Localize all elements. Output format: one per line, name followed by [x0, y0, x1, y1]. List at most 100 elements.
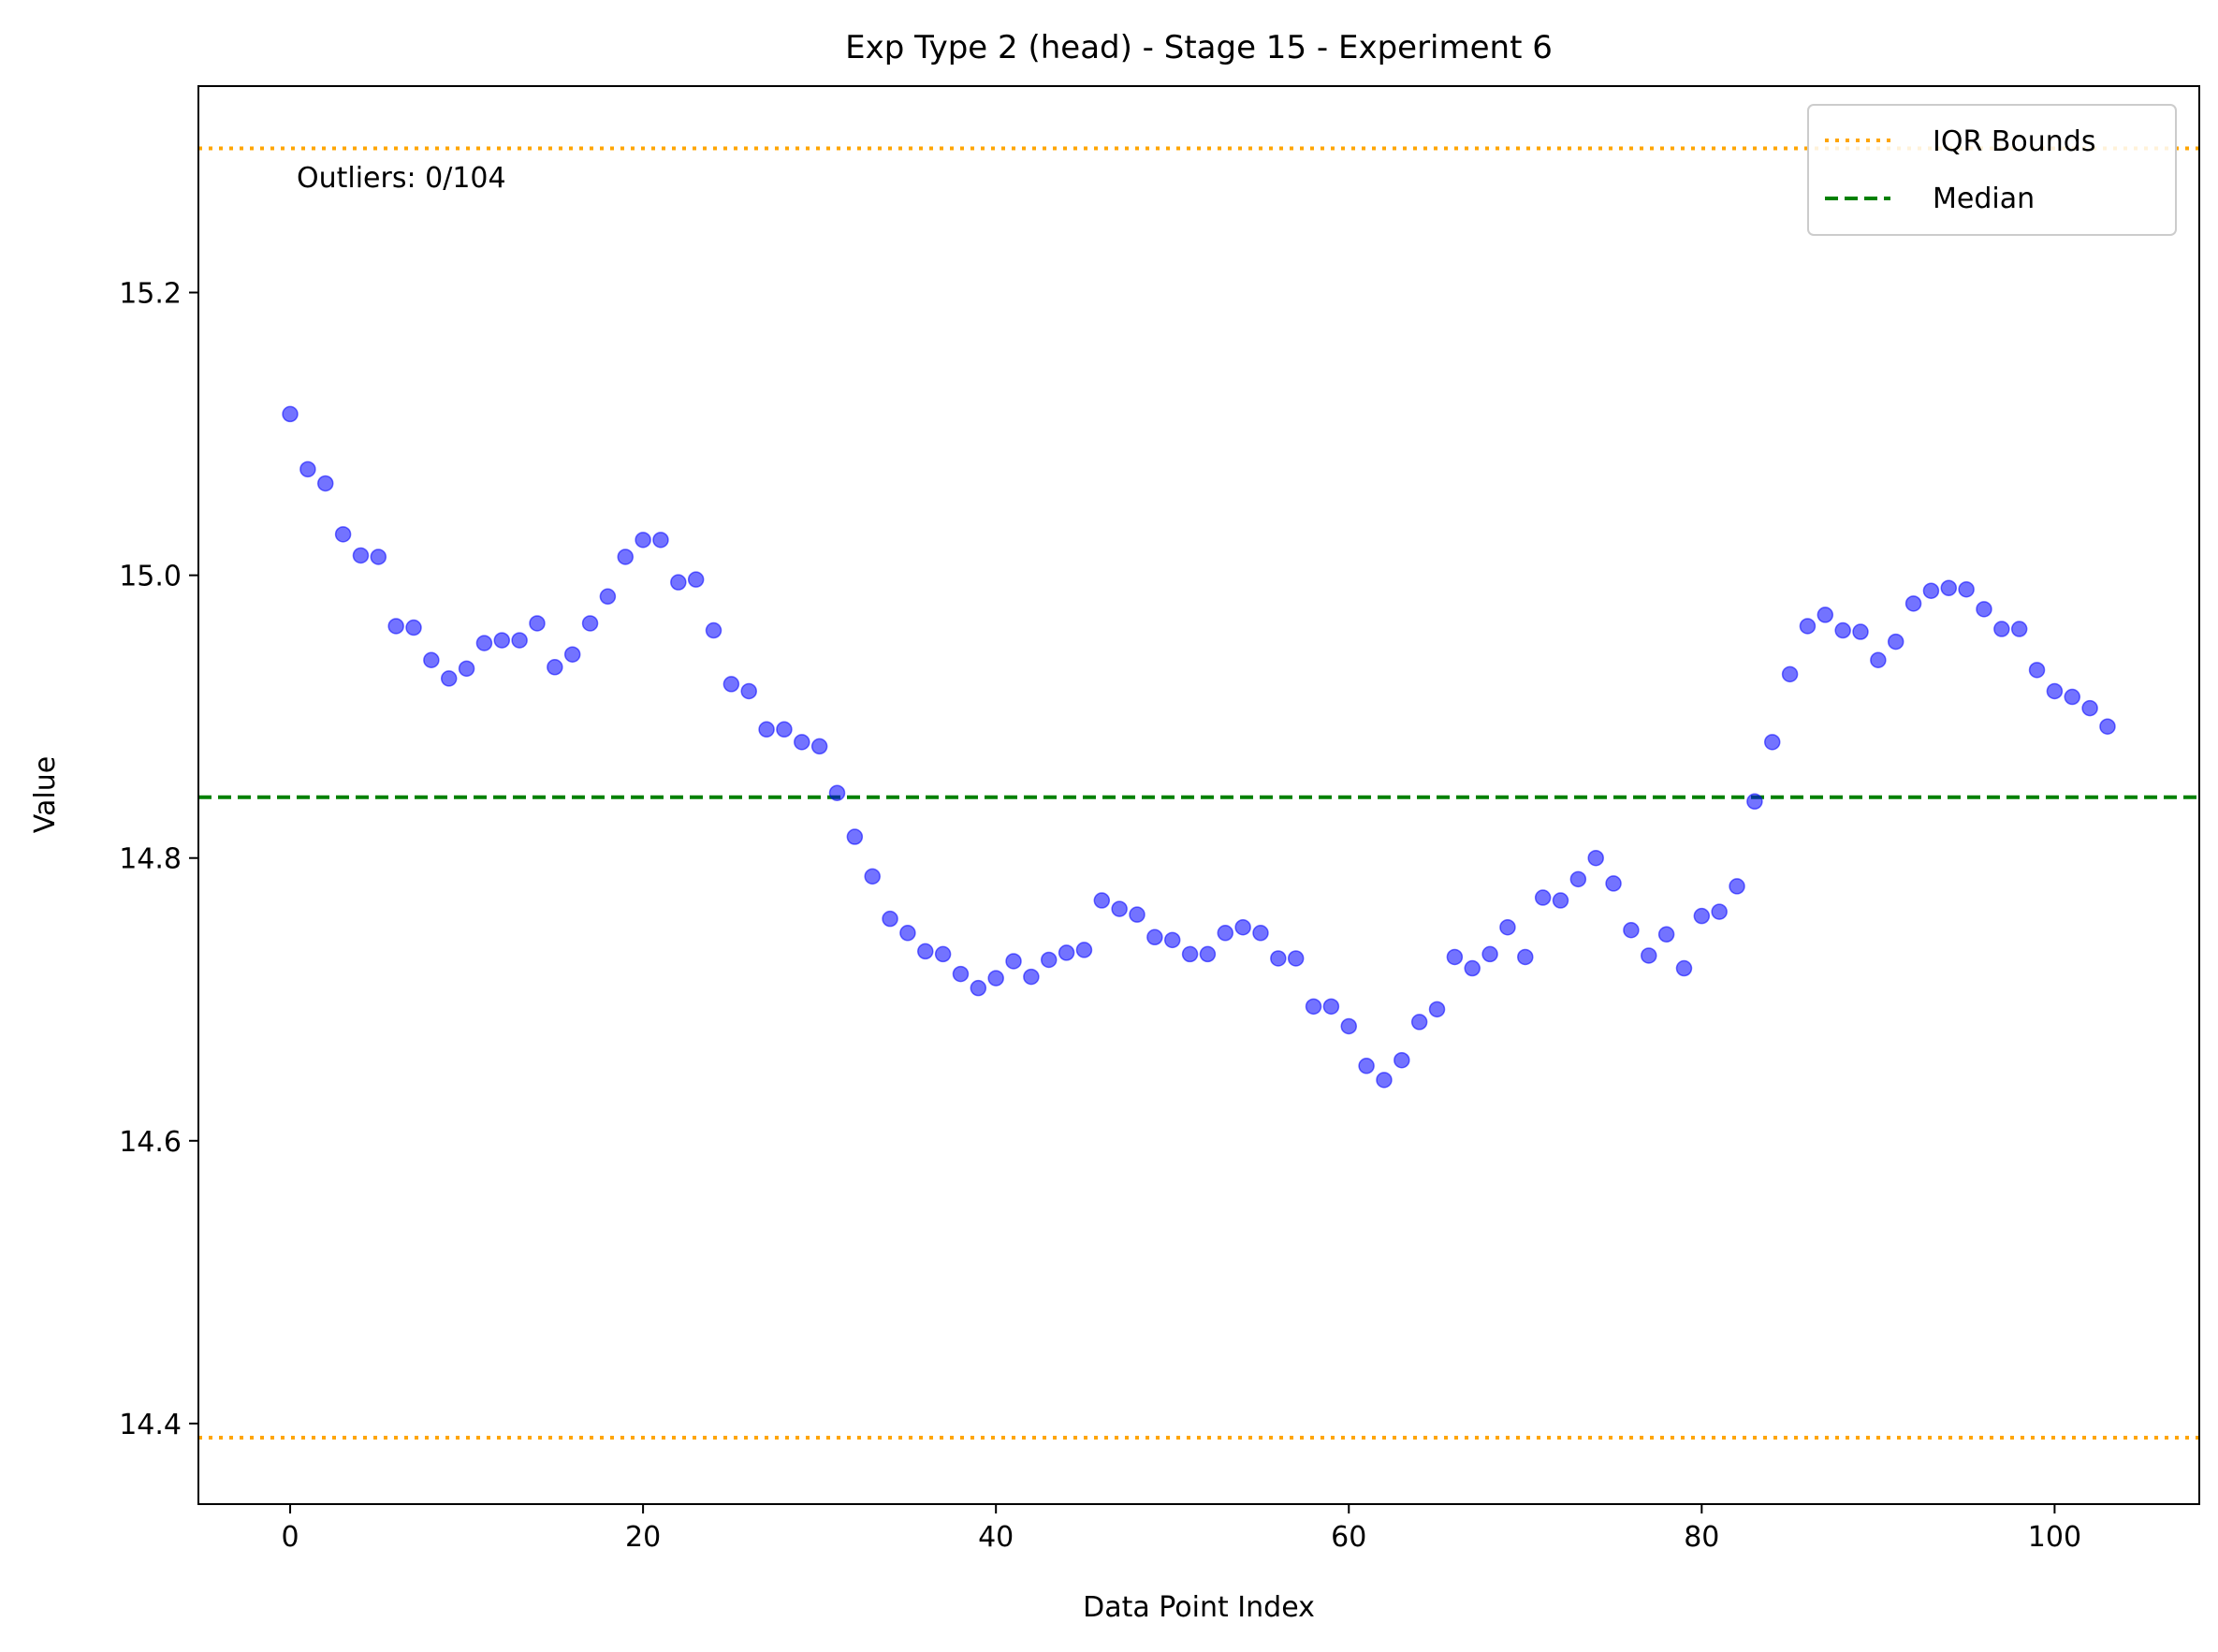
data-point	[722, 676, 740, 693]
data-point	[387, 618, 404, 635]
legend-box	[1807, 104, 2177, 236]
data-point	[1799, 618, 1817, 635]
data-point	[1940, 579, 1958, 596]
data-point	[987, 970, 1004, 987]
data-point	[563, 646, 581, 663]
data-point	[1181, 945, 1199, 963]
data-point	[1093, 892, 1111, 909]
data-point	[1252, 925, 1269, 942]
data-point	[1976, 601, 1992, 618]
data-point	[1605, 875, 1622, 892]
chart-title: Exp Type 2 (head) - Stage 15 - Experimen…	[845, 29, 1553, 66]
data-point	[2028, 662, 2046, 679]
data-point	[1129, 906, 1145, 923]
data-point	[810, 738, 828, 755]
data-point	[1146, 928, 1163, 946]
data-point	[2046, 682, 2064, 700]
data-point	[511, 632, 528, 649]
data-point	[1834, 621, 1851, 639]
data-point	[670, 574, 687, 591]
data-point	[1446, 948, 1464, 966]
data-point	[1340, 1017, 1358, 1035]
y-tick-label: 15.0	[119, 561, 182, 593]
y-tick-label: 14.8	[119, 843, 182, 876]
data-point	[1922, 582, 1940, 599]
data-point	[1587, 849, 1604, 867]
data-point	[882, 910, 898, 928]
data-point	[1623, 921, 1640, 939]
data-point	[1481, 945, 1498, 963]
data-point	[1464, 959, 1481, 977]
y-axis: 14.4 14.6 14.8 15.0 15.2	[119, 278, 198, 1441]
data-point	[2081, 699, 2098, 717]
data-point	[1993, 621, 2010, 637]
data-point	[370, 548, 387, 565]
data-point	[1887, 633, 1904, 651]
x-tick-label: 40	[978, 1521, 1014, 1554]
data-point	[1534, 889, 1552, 906]
data-point	[758, 721, 775, 738]
data-point	[1817, 607, 1834, 623]
data-point	[635, 532, 651, 548]
data-point	[282, 405, 299, 423]
data-point	[1729, 878, 1745, 895]
data-point	[1763, 734, 1781, 751]
data-point	[952, 965, 970, 983]
outliers-annotation: Outliers: 0/104	[297, 162, 506, 195]
x-tick-label: 60	[1331, 1521, 1366, 1554]
data-point	[1958, 580, 1975, 598]
data-point	[352, 547, 370, 564]
data-point	[1358, 1058, 1375, 1075]
legend: IQR Bounds Median	[1807, 104, 2177, 236]
data-point	[1075, 942, 1093, 958]
data-point	[475, 635, 493, 651]
data-point	[334, 526, 352, 543]
legend-median-label: Median	[1933, 183, 2035, 215]
x-axis-label: Data Point Index	[1083, 1591, 1315, 1624]
data-point	[581, 615, 599, 632]
data-point	[1287, 950, 1305, 967]
y-tick-label: 14.6	[119, 1126, 182, 1159]
data-point	[1163, 931, 1181, 949]
plot-area	[198, 146, 2199, 1440]
data-point	[828, 784, 846, 801]
data-point	[1111, 900, 1128, 917]
data-point	[1005, 953, 1022, 970]
data-point	[1023, 968, 1040, 986]
data-point	[917, 943, 934, 960]
data-point	[1410, 1014, 1428, 1031]
data-point	[1499, 918, 1516, 936]
data-point	[846, 828, 864, 845]
data-point	[2010, 621, 2028, 637]
data-point	[1305, 998, 1322, 1016]
data-point	[617, 548, 635, 565]
data-point	[1217, 925, 1234, 942]
data-point	[529, 615, 546, 632]
data-point	[1517, 948, 1534, 966]
x-tick-label: 20	[625, 1521, 661, 1554]
data-point	[1552, 892, 1569, 909]
data-point	[599, 588, 617, 606]
data-point	[299, 461, 316, 478]
data-point	[2064, 688, 2081, 706]
data-point	[1270, 950, 1287, 967]
data-point	[1234, 918, 1251, 936]
data-point	[705, 621, 722, 639]
data-point	[423, 651, 440, 669]
data-point	[316, 475, 334, 492]
data-point	[776, 721, 793, 738]
data-point	[899, 925, 916, 942]
data-point	[794, 734, 810, 751]
data-point	[1058, 944, 1075, 961]
legend-iqr-label: IQR Bounds	[1933, 125, 2095, 158]
x-tick-label: 0	[281, 1521, 299, 1554]
data-point	[547, 659, 563, 676]
data-point	[405, 619, 422, 636]
x-tick-label: 80	[1684, 1521, 1719, 1554]
data-point	[864, 868, 881, 885]
data-point	[458, 660, 475, 678]
y-tick-label: 15.2	[119, 278, 182, 311]
x-tick-label: 100	[2028, 1521, 2081, 1554]
y-axis-label: Value	[29, 756, 62, 833]
data-point	[2099, 718, 2116, 735]
